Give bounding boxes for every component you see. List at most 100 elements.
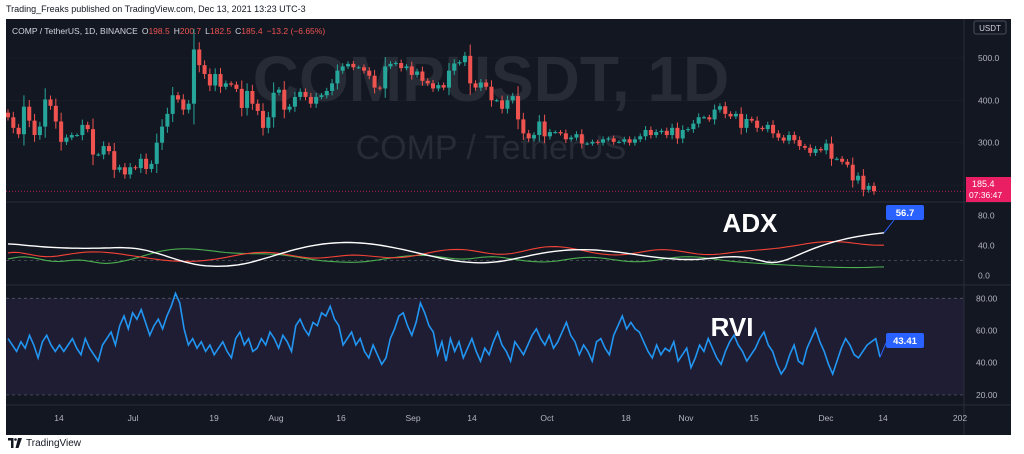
candle-body — [776, 133, 781, 138]
candle-body — [229, 83, 234, 85]
candle-body — [441, 85, 446, 88]
time-tick-label: Jul — [128, 413, 139, 423]
adx-tick-label: 80.0 — [978, 210, 995, 220]
candle-body — [824, 143, 829, 151]
candle-body — [404, 66, 409, 69]
candle-body — [786, 135, 792, 141]
adx-value-callout: 56.7 — [886, 205, 924, 220]
chart-svg[interactable]: COMPUSDT, 1D COMP / TetherUS COMP / Teth… — [6, 19, 1011, 435]
candle-body — [797, 140, 802, 147]
candle-body — [484, 82, 489, 87]
candle-body — [510, 96, 515, 101]
candle-body — [664, 130, 669, 136]
rvi-callout-value: 43.41 — [893, 336, 917, 347]
candle-body — [266, 117, 271, 128]
symbol-line: COMP / TetherUS, 1D, BINANCE — [12, 26, 138, 36]
candle-body — [64, 137, 69, 142]
last-price-box — [966, 177, 1011, 202]
candle-body — [547, 132, 552, 137]
candle-body — [6, 112, 11, 118]
candle-body — [37, 126, 42, 136]
candle-body — [707, 117, 712, 120]
adx-tick-label: 40.0 — [978, 240, 995, 250]
candle-body — [670, 127, 675, 136]
grid-layer — [6, 57, 964, 396]
adx-tick-label: 0.0 — [978, 270, 990, 280]
ohlc-change: −13.2 (−6.65%) — [267, 26, 326, 36]
rvi-tick-label: 80.00 — [976, 293, 998, 303]
rvi-tick-label: 40.00 — [976, 358, 998, 368]
candle-body — [186, 103, 191, 110]
candle-body — [234, 84, 239, 89]
candle-body — [871, 185, 877, 192]
candle-body — [372, 75, 377, 88]
candle-body — [90, 129, 96, 155]
candle-body — [96, 154, 101, 156]
candle-body — [43, 99, 48, 127]
candle-body — [117, 167, 122, 170]
price-tick-label: 300.0 — [978, 138, 1000, 148]
last-price-value: 185.4 — [972, 179, 995, 189]
candle-body — [377, 87, 382, 89]
adx-callout-connector — [883, 219, 895, 234]
candle-body — [728, 113, 733, 117]
candle-body — [675, 127, 680, 139]
footer: TradingView — [8, 436, 81, 450]
candle-body — [245, 90, 250, 108]
candle-body — [686, 129, 691, 131]
ohlc-close: 185.4 — [241, 26, 263, 36]
candle-body — [436, 85, 441, 89]
candle-body — [144, 158, 149, 169]
candle-body — [712, 109, 717, 120]
candle-body — [595, 141, 600, 143]
ohlc-open: 198.5 — [148, 26, 170, 36]
candle-body — [287, 106, 292, 110]
time-tick-label: Dec — [818, 413, 834, 423]
candle-body — [165, 113, 170, 127]
candle-body — [330, 83, 335, 91]
candle-body — [85, 124, 90, 130]
candle-body — [255, 103, 260, 111]
candle-body — [149, 163, 154, 169]
candle-body — [537, 121, 542, 136]
di-minus-line — [7, 240, 884, 262]
candle-body — [601, 139, 606, 143]
candle-body — [191, 49, 196, 104]
candle-body — [468, 55, 473, 84]
candle-body — [133, 167, 138, 169]
candle-body — [425, 80, 430, 84]
rvi-tick-label: 60.00 — [976, 326, 998, 336]
chart-frame[interactable]: COMPUSDT, 1D COMP / TetherUS COMP / Teth… — [6, 19, 1011, 435]
candle-body — [112, 151, 117, 170]
candle-body — [351, 63, 356, 68]
candle-body — [632, 139, 637, 143]
price-tick-label: 400.0 — [978, 95, 1000, 105]
candle-body — [324, 90, 329, 96]
candle-body — [579, 134, 584, 144]
time-tick-label: Oct — [540, 413, 554, 423]
time-tick-label: 14 — [467, 413, 477, 423]
time-tick-label: Sep — [405, 413, 420, 423]
candle-body — [558, 132, 563, 134]
candle-body — [431, 83, 436, 89]
candle-body — [781, 137, 786, 141]
last-price-tag: 185.4 07:36:47 — [966, 177, 1011, 202]
time-tick-label: 14 — [54, 413, 64, 423]
ohlc-high: 200.7 — [180, 26, 202, 36]
candle-body — [75, 135, 80, 137]
candle-body — [393, 63, 398, 65]
candle-body — [755, 120, 760, 128]
time-axis[interactable]: 14 Jul 19 Aug 16 Sep 14 Oct 18 Nov 15 Dec 14 202 — [54, 413, 967, 423]
candle-body — [197, 49, 202, 66]
candle-body — [59, 121, 64, 142]
candle-body — [106, 146, 111, 152]
candle-body — [638, 136, 643, 140]
time-tick-label: Aug — [268, 413, 283, 423]
currency-badge: USDT — [979, 24, 1001, 33]
time-tick-label: 15 — [749, 413, 759, 423]
candle-body — [760, 127, 765, 130]
adx-callout-value: 56.7 — [896, 208, 915, 219]
time-tick-label: 14 — [878, 413, 888, 423]
currency-badge-box[interactable] — [973, 20, 1007, 35]
candle-body — [494, 100, 499, 102]
